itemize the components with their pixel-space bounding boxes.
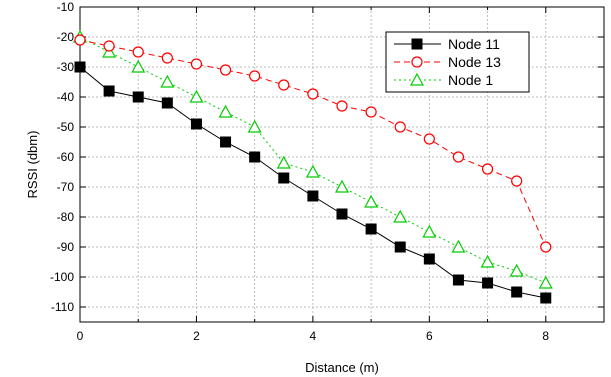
data-point-node-1 bbox=[364, 194, 379, 208]
data-point-node-1 bbox=[422, 224, 437, 238]
data-point-node-11 bbox=[161, 97, 173, 109]
data-point-node-11 bbox=[307, 190, 319, 202]
data-point-node-1 bbox=[131, 59, 146, 73]
data-point-node-11 bbox=[336, 208, 348, 220]
x-tick-label: 6 bbox=[426, 329, 433, 343]
data-point-node-1 bbox=[189, 89, 204, 103]
data-point-node-11 bbox=[220, 136, 232, 148]
y-tick-label: -30 bbox=[57, 60, 75, 74]
data-point-node-1 bbox=[334, 179, 350, 193]
data-point-node-13 bbox=[481, 163, 494, 175]
y-tick-label: -80 bbox=[57, 210, 75, 224]
data-point-node-13 bbox=[394, 121, 406, 133]
data-point-node-1 bbox=[218, 104, 233, 118]
data-point-node-13 bbox=[103, 40, 115, 52]
data-point-node-11 bbox=[540, 292, 552, 304]
axis-ticks: 0 2 4 6 8 -10 -20 -30 -40 -50 -60 -70 -80 -90 -100 -110 bbox=[50, 0, 605, 343]
data-point-node-11 bbox=[249, 151, 261, 163]
data-point-node-1 bbox=[393, 209, 408, 223]
legend-label-node-1: Node 1 bbox=[448, 72, 493, 88]
data-point-node-11 bbox=[74, 61, 86, 73]
data-point-node-13 bbox=[190, 58, 203, 70]
x-tick-label: 0 bbox=[77, 329, 84, 343]
legend: Node 11 Node 13 Node 1 bbox=[385, 31, 530, 93]
legend-label-node-13: Node 13 bbox=[448, 54, 501, 70]
data-point-node-13 bbox=[74, 34, 86, 46]
data-point-node-13 bbox=[161, 52, 173, 64]
x-axis-title: Distance (m) bbox=[305, 360, 379, 375]
data-point-node-11 bbox=[103, 85, 115, 97]
data-point-node-1 bbox=[276, 155, 291, 169]
data-point-node-13 bbox=[423, 133, 435, 145]
series-node-11 bbox=[74, 61, 552, 304]
data-point-node-13 bbox=[540, 241, 552, 253]
data-point-node-11 bbox=[394, 241, 406, 253]
data-point-node-13 bbox=[452, 151, 465, 163]
plot-frame bbox=[79, 6, 605, 323]
y-tick-label: -60 bbox=[57, 150, 75, 164]
data-point-node-13 bbox=[307, 88, 319, 100]
data-point-node-1 bbox=[451, 239, 466, 253]
y-tick-label: -90 bbox=[57, 240, 75, 254]
data-point-node-11 bbox=[278, 172, 290, 184]
data-point-node-11 bbox=[190, 118, 202, 130]
data-point-node-11 bbox=[365, 223, 377, 235]
series-layer bbox=[72, 29, 553, 304]
y-tick-label: -110 bbox=[51, 300, 74, 314]
y-tick-label: -70 bbox=[57, 180, 75, 194]
data-point-node-11 bbox=[482, 277, 494, 289]
y-tick-label: -40 bbox=[57, 90, 75, 104]
legend-marker-node-11 bbox=[411, 38, 423, 50]
data-point-node-1 bbox=[480, 254, 495, 268]
data-point-node-13 bbox=[278, 79, 290, 91]
data-point-node-13 bbox=[511, 175, 523, 187]
data-point-node-1 bbox=[538, 275, 553, 289]
data-point-node-1 bbox=[305, 164, 320, 178]
data-point-node-13 bbox=[365, 106, 377, 118]
legend-marker-node-1 bbox=[409, 72, 425, 86]
data-point-node-11 bbox=[511, 286, 523, 298]
x-tick-label: 2 bbox=[193, 329, 200, 343]
data-point-node-11 bbox=[423, 253, 435, 265]
x-tick-label: 8 bbox=[542, 329, 549, 343]
series-node-13 bbox=[74, 34, 552, 253]
y-axis-title: RSSI (dbm) bbox=[25, 131, 40, 199]
data-point-node-13 bbox=[336, 100, 348, 112]
y-tick-label: -100 bbox=[50, 270, 74, 284]
y-tick-label: -20 bbox=[57, 30, 75, 44]
data-point-node-1 bbox=[509, 263, 524, 277]
legend-label-node-11: Node 11 bbox=[448, 36, 500, 52]
data-point-node-13 bbox=[132, 46, 144, 58]
data-point-node-11 bbox=[452, 274, 464, 286]
y-tick-label: -10 bbox=[57, 0, 75, 14]
legend-marker-node-13 bbox=[411, 56, 423, 68]
data-point-node-13 bbox=[249, 70, 261, 82]
data-point-node-1 bbox=[160, 74, 175, 88]
data-point-node-13 bbox=[219, 64, 232, 76]
y-tick-label: -50 bbox=[57, 120, 75, 134]
data-point-node-11 bbox=[132, 91, 144, 103]
data-point-node-1 bbox=[247, 119, 262, 133]
series-node-1 bbox=[72, 29, 553, 289]
x-tick-label: 4 bbox=[310, 329, 317, 343]
